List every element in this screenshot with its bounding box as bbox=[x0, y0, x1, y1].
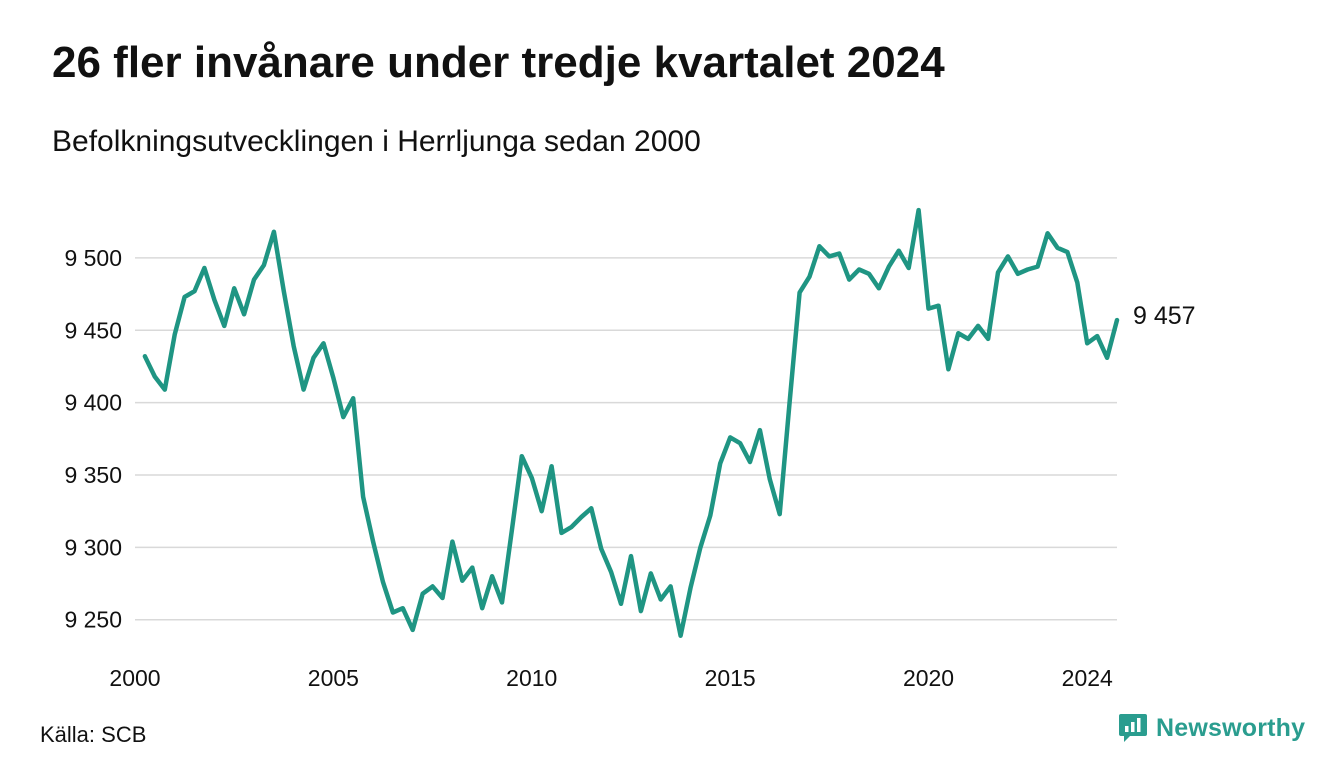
chart-subtitle: Befolkningsutvecklingen i Herrljunga sed… bbox=[52, 125, 701, 158]
gridlines bbox=[135, 257, 1117, 621]
y-tick-label: 9 450 bbox=[64, 317, 122, 343]
x-tick-label: 2015 bbox=[705, 665, 756, 691]
y-tick-label: 9 250 bbox=[64, 607, 122, 633]
x-tick-label: 2020 bbox=[903, 665, 954, 691]
brand-name: Newsworthy bbox=[1156, 713, 1306, 742]
x-axis-ticks: 2000 2005 2010 2015 2020 2024 bbox=[109, 665, 1113, 691]
end-value-label: 9 457 bbox=[1133, 302, 1196, 330]
chart-speech-bubble-icon bbox=[1119, 714, 1147, 742]
y-tick-label: 9 400 bbox=[64, 390, 122, 416]
population-series-line bbox=[142, 207, 1120, 638]
y-axis-ticks: 9 250 9 300 9 350 9 400 9 450 9 500 bbox=[64, 245, 122, 633]
chart-title: 26 fler invånare under tredje kvartalet … bbox=[52, 38, 945, 87]
x-tick-label: 2000 bbox=[109, 665, 160, 691]
y-tick-label: 9 500 bbox=[64, 245, 122, 271]
brand-logo: Newsworthy bbox=[1118, 712, 1305, 744]
x-tick-label: 2010 bbox=[506, 665, 557, 691]
y-tick-label: 9 350 bbox=[64, 462, 122, 488]
y-tick-label: 9 300 bbox=[64, 534, 122, 560]
source-note: Källa: SCB bbox=[40, 722, 147, 747]
x-tick-label: 2024 bbox=[1062, 665, 1113, 691]
series-layer bbox=[142, 207, 1120, 638]
annotation-layer: 9 457 bbox=[1133, 302, 1196, 330]
x-tick-label: 2005 bbox=[308, 665, 359, 691]
